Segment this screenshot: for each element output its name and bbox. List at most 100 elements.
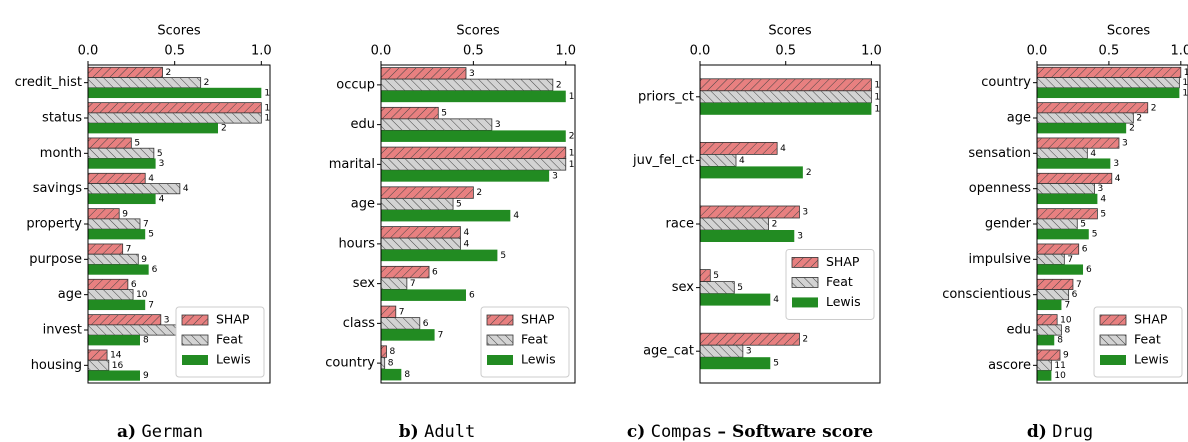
bar (699, 90, 872, 104)
bar (1036, 218, 1078, 230)
bar (87, 66, 163, 78)
bar (1036, 137, 1120, 149)
bar (1036, 349, 1061, 361)
category-label: impulsive (969, 252, 1031, 267)
bar (700, 230, 795, 242)
bar (1036, 359, 1052, 371)
rank-label: 4 (1100, 194, 1106, 204)
rank-label: 4 (780, 144, 786, 154)
bar (380, 197, 454, 211)
caption-name: German (142, 422, 203, 442)
bar (88, 229, 146, 240)
rank-label: 8 (1057, 336, 1063, 346)
rank-label: 2 (1129, 124, 1135, 134)
bar (88, 158, 156, 169)
legend-label: Lewis (216, 352, 251, 367)
rank-label: 1 (264, 88, 270, 98)
legend-label: SHAP (521, 312, 555, 327)
bar (1037, 229, 1089, 240)
x-axis-label: Scores (1107, 24, 1150, 39)
rank-label: 2 (569, 132, 575, 142)
bar (1037, 299, 1062, 311)
x-tick-label: 1.0 (1170, 44, 1188, 59)
rank-label: 4 (159, 194, 165, 204)
rank-label: 1 (874, 92, 880, 102)
rank-label: 5 (441, 109, 447, 119)
rank-label: 5 (773, 359, 779, 369)
legend-swatch (792, 297, 818, 308)
rank-label: 3 (797, 232, 803, 242)
rank-label: 7 (1067, 255, 1073, 265)
bar (1036, 278, 1074, 290)
rank-label: 3 (164, 315, 170, 325)
category-label: edu (351, 117, 376, 132)
category-label: class (343, 316, 375, 331)
bar (87, 243, 124, 255)
rank-label: 7 (1076, 280, 1082, 290)
rank-label: 1 (874, 80, 880, 90)
rank-label: 2 (772, 220, 778, 230)
category-label: edu (1007, 323, 1032, 338)
bar (87, 278, 129, 290)
category-label: purpose (29, 252, 82, 267)
bar (380, 78, 554, 92)
bar (87, 102, 262, 114)
bar (87, 77, 202, 89)
rank-label: 2 (476, 188, 482, 198)
rank-label: 1 (264, 103, 270, 113)
legend-label: Feat (521, 332, 548, 347)
bar (380, 277, 408, 290)
rank-label: 6 (423, 319, 429, 329)
bar (87, 253, 139, 265)
bar (380, 317, 421, 330)
x-tick-label: 0.5 (1099, 44, 1120, 59)
x-tick-label: 0.0 (1027, 44, 1048, 59)
bar (1037, 158, 1111, 169)
bar (700, 166, 803, 179)
rank-label: 7 (148, 300, 154, 310)
rank-label: 4 (739, 156, 745, 166)
caption: a) German (117, 422, 203, 442)
bar (380, 345, 387, 358)
bar (87, 289, 134, 301)
bar (380, 186, 474, 199)
bar (1036, 324, 1062, 336)
category-label: credit_hist (15, 75, 82, 90)
rank-label: 2 (806, 168, 812, 178)
bar (380, 67, 467, 80)
rank-label: 5 (148, 230, 154, 240)
bar (1036, 208, 1098, 220)
bar (1037, 370, 1052, 381)
category-label: race (666, 217, 694, 232)
bar (381, 209, 511, 222)
rank-label: 5 (157, 149, 163, 159)
caption-name: Adult (424, 422, 475, 442)
bar (381, 289, 466, 301)
category-label: age (58, 287, 82, 302)
legend-label: SHAP (826, 254, 860, 269)
category-label: age (351, 197, 375, 212)
x-axis-label: Scores (157, 24, 200, 39)
bar (88, 299, 146, 311)
panel: priors_ct 1 1 1 juv_fel_ct 4 4 2 race 3 2 3 sex 5 5 4 ag… (627, 24, 882, 442)
bar (380, 226, 461, 239)
category-label: housing (31, 358, 82, 373)
rank-label: 4 (513, 211, 519, 221)
caption: d) Drug (1027, 422, 1093, 442)
bar (699, 78, 872, 92)
rank-label: 2 (166, 68, 172, 78)
rank-label: 2 (802, 335, 808, 345)
rank-label: 3 (1113, 159, 1119, 169)
rank-label: 4 (463, 228, 469, 238)
category-label: occup (336, 77, 375, 92)
bar (1036, 147, 1088, 159)
rank-label: 3 (469, 69, 475, 79)
legend-swatch (182, 355, 208, 365)
bar (87, 112, 262, 124)
rank-label: 5 (1100, 209, 1106, 219)
bar (381, 90, 566, 103)
bar (1036, 66, 1182, 78)
bar (87, 324, 182, 336)
rank-label: 7 (410, 279, 416, 289)
